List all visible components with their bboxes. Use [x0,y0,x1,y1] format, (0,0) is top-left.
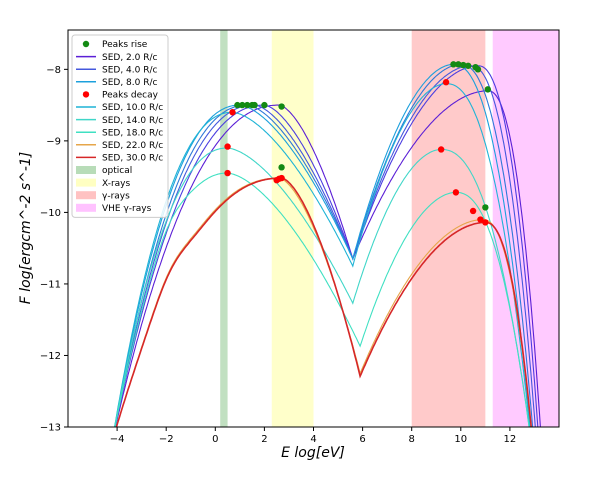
peak-rise-marker [261,101,268,109]
peak-rise-marker [450,61,457,68]
peak-decay-marker [477,216,484,223]
peak-rise-marker [278,103,285,110]
y-tick-label: −12 [40,351,61,362]
legend-label: SED, 10.0 R/c [102,103,163,113]
peak-rise-marker [484,86,492,93]
x-tick-label: 0 [212,434,218,445]
peak-decay-marker [229,109,236,116]
sed-series-9 [115,177,533,427]
legend-label: SED, 2.0 R/c [102,53,158,63]
legend-label: Peaks rise [102,40,148,50]
band-3 [492,30,559,427]
y-tick-label: −11 [40,279,61,290]
legend-label: SED, 14.0 R/c [102,116,163,126]
peak-rise-marker [278,164,285,171]
peak-rise-marker [251,101,258,109]
peak-rise-marker [234,101,241,109]
sed-curves [113,63,541,427]
band-2 [411,30,486,427]
x-tick-label: −2 [159,434,174,445]
peak-decay-marker [224,143,231,150]
y-axis-label: F log[ergcm^-2 s^-1] [18,152,34,304]
legend-label: Peaks decay [102,91,159,101]
sed-series-0 [114,90,541,427]
legend-label: X-rays [102,179,131,189]
x-tick-label: 8 [409,434,415,445]
legend-patch [76,178,96,187]
peak-rise-marker [464,62,472,69]
y-tick-label: −13 [40,423,61,434]
x-tick-label: 10 [454,434,467,445]
x-tick-label: −4 [110,434,125,445]
peak-rise-marker [482,204,489,211]
legend-patch [76,191,96,200]
legend-label: SED, 4.0 R/c [102,65,158,75]
peak-decay-marker [224,169,231,177]
peak-rise-marker [455,61,462,68]
legend-label: SED, 8.0 R/c [102,78,158,88]
peak-decay-marker [452,189,460,196]
peak-rise-marker [239,101,246,109]
peak-decay-marker [278,174,285,182]
y-axis: −13 −12 −11 −10 −9 −8 [40,65,68,434]
x-tick-label: 4 [310,434,316,445]
legend-label: optical [102,166,132,176]
y-tick-label: −9 [46,136,61,147]
x-tick-label: 2 [261,434,267,445]
peak-decay-marker [482,219,489,226]
x-tick-label: 12 [504,434,517,445]
peak-decay-marker [442,79,450,86]
legend-label: γ-rays [102,191,130,201]
legend-label: SED, 30.0 R/c [102,154,163,164]
legend-label: SED, 22.0 R/c [102,141,163,151]
y-tick-label: −8 [46,65,61,76]
legend-label: VHE γ-rays [102,204,152,214]
legend: Peaks rise SED, 2.0 R/c SED, 4.0 R/c SED, 8… [71,34,169,218]
sed-series-7 [114,172,530,427]
sed-series-5 [113,83,531,427]
band-0 [220,30,228,427]
legend-patch [76,166,96,174]
peak-decay-marker [469,207,477,215]
peak-decay-marker [437,146,445,153]
y-tick-label: −10 [40,208,61,219]
peak-markers [224,61,492,226]
peak-rise-marker [244,101,251,109]
legend-label: SED, 18.0 R/c [102,128,163,138]
x-tick-label: 6 [359,434,365,445]
legend-marker [82,91,90,98]
x-axis-label: E log[eV] [281,445,345,461]
x-axis: −4 −2 0 2 4 6 8 10 12 [110,427,517,445]
peak-rise-marker [460,61,467,69]
peak-rise-marker [474,66,482,73]
legend-marker [82,40,90,48]
legend-patch [76,203,96,212]
